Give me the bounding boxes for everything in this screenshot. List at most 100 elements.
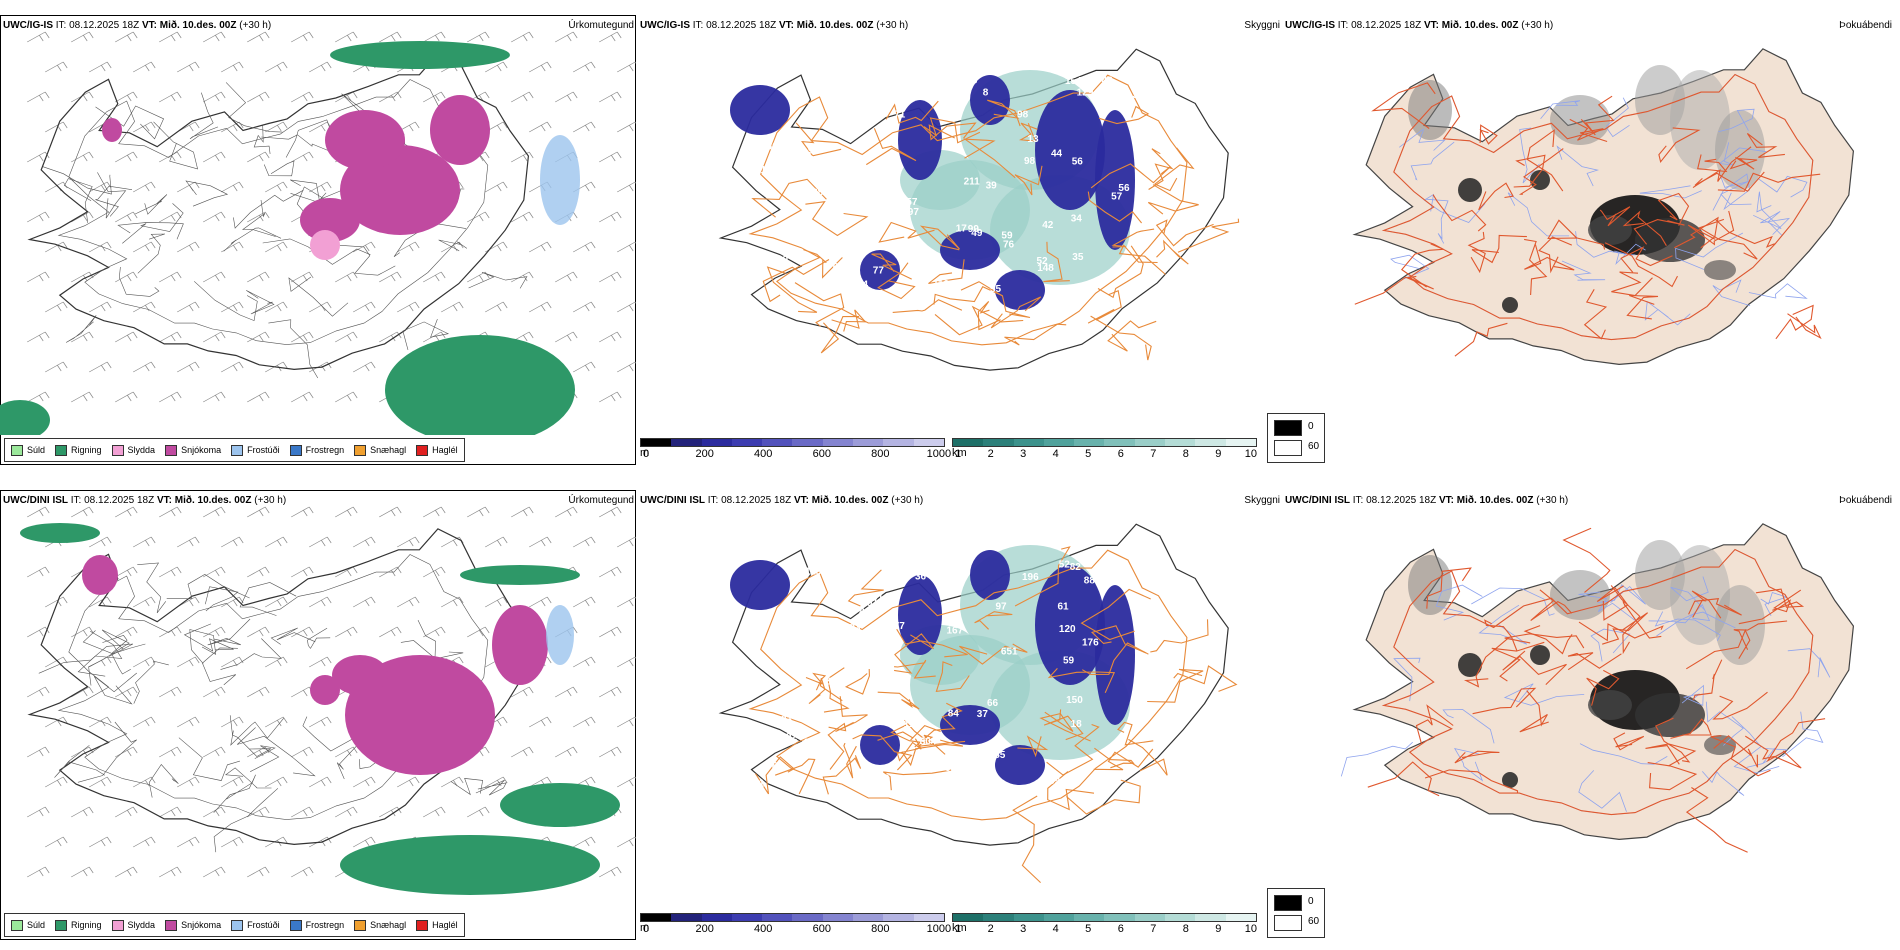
wind-barb — [555, 91, 578, 103]
wind-barb — [511, 31, 534, 43]
wind-barb — [379, 31, 402, 43]
colorbar-segment — [1043, 439, 1075, 446]
wind-barb — [291, 866, 314, 878]
sleet-area — [310, 230, 340, 260]
wind-barb — [335, 566, 358, 578]
cloudbase-value: 67 — [945, 763, 957, 774]
wind-barb — [177, 536, 200, 548]
precip-legend: Súld Rigning Slydda Snjókoma Frostúði Frostre… — [4, 913, 465, 937]
wind-barb — [27, 686, 50, 698]
wind-barb — [397, 536, 420, 548]
road-segment — [1755, 588, 1805, 611]
cloudbase-value: 84 — [978, 269, 990, 280]
wind-barb — [397, 241, 420, 253]
road-segment — [213, 788, 279, 853]
cloudbase-value: 97 — [808, 146, 820, 157]
ring-road — [748, 74, 1188, 346]
snow-area — [332, 655, 388, 695]
road-segment — [1602, 612, 1648, 645]
wind-barb — [599, 271, 622, 283]
forecast-row-igis: UWC/IG-IS IT: 08.12.2025 18Z VT: Mið. 10… — [0, 0, 1892, 475]
road-segment — [1562, 527, 1611, 593]
legend-item-7: Haglél — [416, 444, 458, 456]
cloudbase-value: 98 — [1017, 110, 1029, 121]
wind-barb — [265, 121, 288, 133]
road-segment — [1718, 142, 1767, 166]
cloudbase-value: 52 — [1037, 256, 1049, 267]
wind-barb — [71, 626, 94, 638]
colorbar-tick: 4 — [1052, 923, 1059, 935]
colorbar-segment — [641, 439, 672, 446]
cloudbase-colorbar-bar — [640, 913, 945, 922]
wind-barb — [291, 151, 314, 163]
road-segment — [334, 244, 396, 276]
road-segment — [871, 253, 912, 280]
precip-map — [0, 31, 636, 435]
wind-barb — [291, 506, 314, 518]
wind-barb — [423, 271, 446, 283]
road-segment — [1390, 254, 1430, 280]
fog-map — [1340, 523, 1855, 853]
fog-legend-label-60: 60 — [1308, 441, 1320, 452]
colorbar-segment — [913, 439, 944, 446]
cloudbase-value: 383 — [873, 774, 890, 785]
road-segment — [133, 660, 169, 704]
fog-legend: 0 60 — [1267, 413, 1325, 463]
road-segment — [393, 223, 467, 258]
road-segment — [233, 189, 304, 229]
colorbar-tick: 10 — [1244, 923, 1258, 935]
snow-area — [325, 110, 405, 170]
precip-type-panel: UWC/IG-IS IT: 08.12.2025 18Z VT: Mið. 10… — [0, 0, 640, 475]
road-segment — [1153, 147, 1195, 192]
colorbar-segment — [883, 914, 914, 921]
road-segment — [189, 92, 219, 140]
cloudbase-value: 93 — [746, 143, 758, 154]
cloudbase-value: 82 — [821, 249, 833, 260]
road-segment — [1093, 748, 1154, 771]
cloudbase-unit: m — [640, 447, 650, 459]
wind-barb — [265, 596, 288, 608]
wind-barb — [353, 836, 376, 848]
wind-barb — [467, 211, 490, 223]
wind-barb — [265, 776, 288, 788]
rain-area — [500, 783, 620, 827]
visibility-colorbar: 1 2 3 4 5 6 7 8 9 10 km — [952, 913, 1257, 939]
legend-swatch — [231, 919, 244, 931]
colorbar-tick: 2 — [987, 923, 994, 935]
rain-area — [460, 565, 580, 585]
colorbar-tick: 800 — [871, 923, 890, 935]
wind-barb — [133, 836, 156, 848]
colorbar-tick: 2 — [987, 448, 994, 460]
wind-barb — [485, 596, 508, 608]
wind-barb — [115, 211, 138, 223]
wind-barb — [573, 121, 596, 133]
colorbar-tick: 5 — [1085, 448, 1092, 460]
wind-barb — [617, 361, 636, 373]
wind-barb — [221, 776, 244, 788]
panel-frame — [0, 490, 636, 940]
wind-barb — [27, 391, 50, 403]
wind-barb — [159, 271, 182, 283]
legend-label: Haglél — [432, 445, 458, 455]
wind-barb — [89, 241, 112, 253]
wind-barb — [353, 301, 376, 313]
road-segment — [1098, 105, 1150, 125]
road-segment — [229, 715, 271, 757]
wind-barb — [159, 391, 182, 403]
road-segment — [1467, 231, 1486, 274]
road-segment — [285, 119, 334, 158]
road-segment — [82, 630, 128, 654]
colorbar-tick: 3 — [1020, 923, 1027, 935]
visibility-colorbar-bar — [952, 913, 1257, 922]
wind-barb — [27, 866, 50, 878]
wind-barb — [353, 596, 376, 608]
colorbar-tick: 7 — [1150, 923, 1157, 935]
road-segment — [1039, 711, 1091, 742]
road-segment — [1670, 718, 1712, 739]
road-segment — [402, 318, 450, 350]
legend-item-7: Haglél — [416, 919, 458, 931]
wind-barb — [247, 626, 270, 638]
panel-frame — [0, 15, 636, 465]
road-segment — [205, 586, 239, 612]
fog-index-panel: UWC/DINI ISL IT: 08.12.2025 18Z VT: Mið.… — [1280, 475, 1900, 950]
